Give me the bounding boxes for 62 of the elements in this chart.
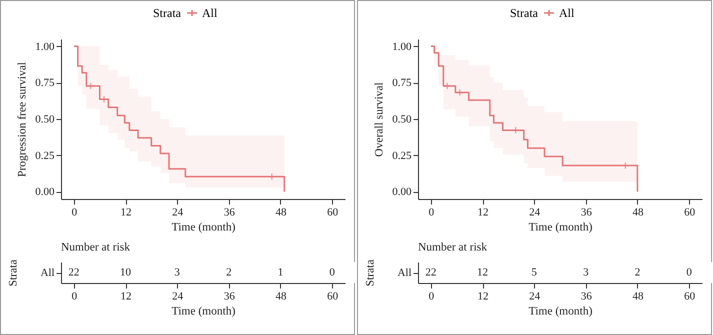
y-tick-label: 0.50 [35, 114, 55, 126]
x-axis-title: Time (month) [528, 306, 593, 318]
legend-label: All [202, 6, 218, 20]
data-label: 5 [531, 266, 538, 278]
chart-title: Number at risk [418, 242, 488, 254]
x-axis-title: Time (month) [172, 222, 236, 234]
y-tick-label: 0.25 [35, 150, 55, 162]
x-tick-label: 0 [72, 290, 78, 302]
chart-title: Number at risk [61, 242, 130, 254]
x-tick-label: 48 [632, 290, 644, 302]
x-tick-label: 60 [684, 290, 696, 302]
y-axis-title: Strata [7, 260, 20, 286]
x-tick-label: 60 [327, 290, 339, 302]
x-tick-label: 36 [580, 290, 592, 302]
x-tick-label: 48 [632, 206, 644, 218]
y-tick-label: 0.25 [392, 150, 412, 162]
y-tick-label: 0.50 [392, 114, 412, 126]
x-tick-label: 24 [529, 290, 541, 302]
x-tick-label: 24 [172, 206, 184, 218]
data-label: 22 [425, 266, 436, 278]
y-axis-title: Overall survival [373, 82, 386, 157]
data-label: 1 [278, 266, 284, 278]
data-label: 2 [226, 266, 232, 278]
data-label: 0 [686, 266, 692, 278]
legend-label: All [559, 6, 575, 20]
x-tick-label: 48 [275, 290, 287, 302]
data-label: 12 [477, 266, 488, 278]
x-tick-label: 60 [327, 206, 339, 218]
x-axis-title: Time (month) [172, 306, 236, 318]
data-label: 22 [68, 266, 80, 278]
y-tick-label: 1.00 [35, 40, 55, 53]
x-tick-label: 0 [72, 206, 78, 218]
x-tick-label: 36 [224, 290, 236, 302]
x-tick-label: 12 [478, 206, 489, 218]
y-tick-label: All [397, 267, 412, 279]
x-tick-label: 0 [428, 206, 435, 218]
x-tick-label: 12 [120, 290, 132, 302]
x-axis-title: Time (month) [528, 222, 593, 234]
legend-title: Strata [510, 6, 539, 20]
y-tick-label: All [40, 267, 54, 279]
y-tick-label: 0.75 [35, 77, 55, 90]
y-axis-title: Progression free survival [16, 62, 28, 177]
x-tick-label: 24 [172, 290, 184, 302]
data-label: 10 [120, 266, 132, 278]
x-tick-label: 12 [478, 290, 489, 302]
x-tick-label: 48 [275, 206, 287, 218]
x-tick-label: 12 [120, 206, 132, 218]
y-axis-title: Strata [364, 260, 376, 286]
data-label: 0 [329, 266, 336, 278]
x-tick-label: 60 [684, 206, 696, 218]
y-tick-label: 0.00 [35, 186, 55, 198]
data-label: 3 [174, 266, 180, 278]
x-tick-label: 36 [224, 206, 236, 218]
y-tick-label: 1.00 [392, 40, 412, 53]
y-tick-label: 0.75 [392, 77, 412, 90]
x-tick-label: 0 [428, 290, 435, 302]
x-tick-label: 36 [580, 206, 592, 218]
legend-title: Strata [153, 6, 182, 20]
x-tick-label: 24 [529, 206, 541, 218]
data-label: 2 [634, 266, 640, 278]
y-tick-label: 0.00 [392, 186, 412, 198]
data-label: 3 [583, 266, 590, 278]
